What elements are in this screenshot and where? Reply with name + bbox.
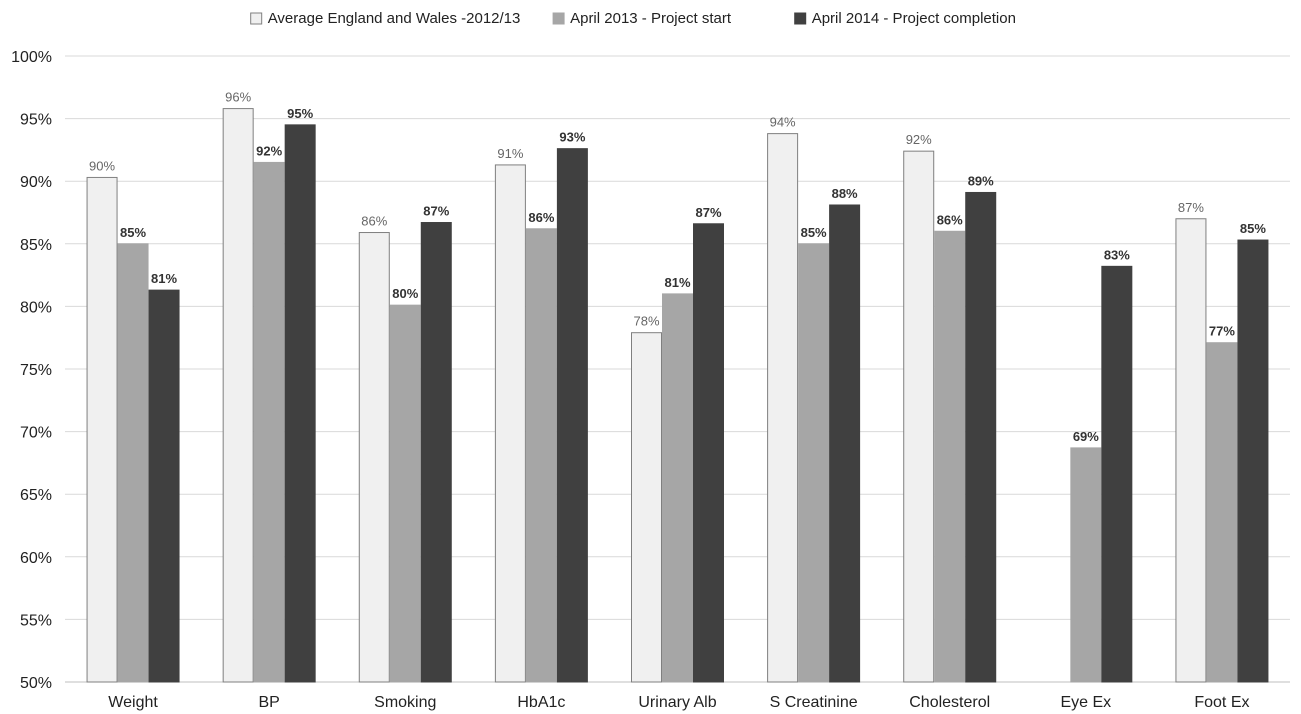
y-tick-label: 65% (20, 487, 52, 504)
bar-smoking-series-2 (389, 304, 421, 683)
data-label: 86% (937, 212, 963, 227)
bar-bp-series-1 (222, 108, 254, 683)
data-label: 69% (1073, 429, 1099, 444)
y-tick-label: 85% (20, 237, 52, 254)
data-label: 94% (770, 115, 796, 130)
data-label: 81% (151, 271, 177, 286)
legend-item-1: Average England and Wales -2012/13 (250, 10, 521, 27)
y-tick-label: 100% (11, 49, 52, 66)
data-label: 86% (361, 214, 387, 229)
y-tick-label: 80% (20, 299, 52, 316)
y-tick-label: 55% (20, 612, 52, 629)
data-label: 87% (695, 205, 721, 220)
data-label: 85% (120, 225, 146, 240)
bar-cholesterol-series-3 (965, 191, 997, 683)
bar-bp-series-2 (253, 161, 285, 683)
bar-bp-series-3 (284, 124, 316, 683)
legend-label: April 2014 - Project completion (812, 10, 1016, 27)
bar-eye-ex-series-3 (1101, 265, 1133, 683)
bar-urinary-alb-series-2 (662, 293, 693, 683)
y-tick-label: 90% (20, 174, 52, 191)
legend-label: April 2013 - Project start (570, 10, 732, 27)
x-tick-label: S Creatinine (770, 694, 858, 711)
data-label: 95% (287, 106, 313, 121)
x-tick-label: BP (258, 694, 279, 711)
bar-s-creatinine-series-1 (767, 133, 799, 683)
x-tick-label: Smoking (374, 694, 436, 711)
bar-hba1c-series-3 (556, 148, 588, 683)
x-tick-label: Foot Ex (1194, 694, 1249, 711)
y-tick-label: 75% (20, 362, 52, 379)
data-label: 88% (832, 186, 858, 201)
x-tick-label: Weight (108, 694, 158, 711)
legend-swatch (552, 12, 565, 25)
bar-hba1c-series-1 (494, 164, 526, 683)
bar-eye-ex-series-2 (1070, 447, 1102, 683)
data-label: 86% (528, 210, 554, 225)
x-axis: Weight BP Smoking HbA1c Urinary Alb S Creatin… (108, 694, 1249, 711)
bar-hba1c-series-2 (525, 228, 557, 683)
bar-foot-ex-series-2 (1206, 342, 1238, 683)
bar-foot-ex-series-1 (1175, 218, 1207, 683)
bar-cholesterol-series-2 (934, 230, 966, 683)
data-label: 87% (1178, 200, 1204, 215)
bars (86, 108, 1269, 683)
bar-weight-series-2 (117, 243, 149, 683)
legend: Average England and Wales -2012/13 April … (250, 10, 1016, 27)
bar-foot-ex-series-3 (1237, 239, 1269, 683)
bar-urinary-alb-series-1 (631, 332, 662, 683)
bar-s-creatinine-series-2 (798, 243, 830, 683)
bar-smoking-series-1 (358, 232, 390, 683)
data-label: 77% (1209, 324, 1235, 339)
legend-swatch (250, 12, 263, 25)
data-label: 85% (801, 225, 827, 240)
bar-smoking-series-3 (420, 222, 452, 683)
y-tick-label: 60% (20, 550, 52, 567)
x-tick-label: HbA1c (517, 694, 565, 711)
data-label: 80% (392, 286, 418, 301)
data-label: 90% (89, 158, 115, 173)
data-label: 78% (633, 314, 659, 329)
y-tick-label: 50% (20, 675, 52, 692)
data-label: 93% (559, 130, 585, 145)
data-label: 92% (906, 132, 932, 147)
y-tick-label: 95% (20, 112, 52, 129)
y-tick-label: 70% (20, 425, 52, 442)
data-label: 85% (1240, 221, 1266, 236)
bar-weight-series-1 (86, 176, 118, 683)
data-label: 81% (664, 275, 690, 290)
data-label: 83% (1104, 247, 1130, 262)
bar-s-creatinine-series-3 (829, 204, 861, 683)
legend-label: Average England and Wales -2012/13 (268, 10, 521, 27)
legend-item-2: April 2013 - Project start (552, 10, 732, 27)
legend-swatch (794, 12, 807, 25)
x-tick-label: Cholesterol (909, 694, 990, 711)
data-labels: 90% 85% 81% 96% 92% 95% 86% 80% 87% 91% 86% 93% 78% 8… (89, 90, 1266, 444)
data-label: 87% (423, 204, 449, 219)
bar-urinary-alb-series-3 (693, 223, 724, 683)
data-label: 89% (968, 173, 994, 188)
x-tick-label: Eye Ex (1060, 694, 1111, 711)
data-label: 91% (497, 146, 523, 161)
data-label: 92% (256, 143, 282, 158)
bar-weight-series-3 (148, 289, 180, 683)
data-label: 96% (225, 90, 251, 105)
legend-item-3: April 2014 - Project completion (794, 10, 1016, 27)
bar-cholesterol-series-1 (903, 150, 935, 683)
x-tick-label: Urinary Alb (638, 694, 716, 711)
y-axis: 50% 55% 60% 65% 70% 75% 80% 85% 90% 95% 100% (11, 49, 52, 692)
